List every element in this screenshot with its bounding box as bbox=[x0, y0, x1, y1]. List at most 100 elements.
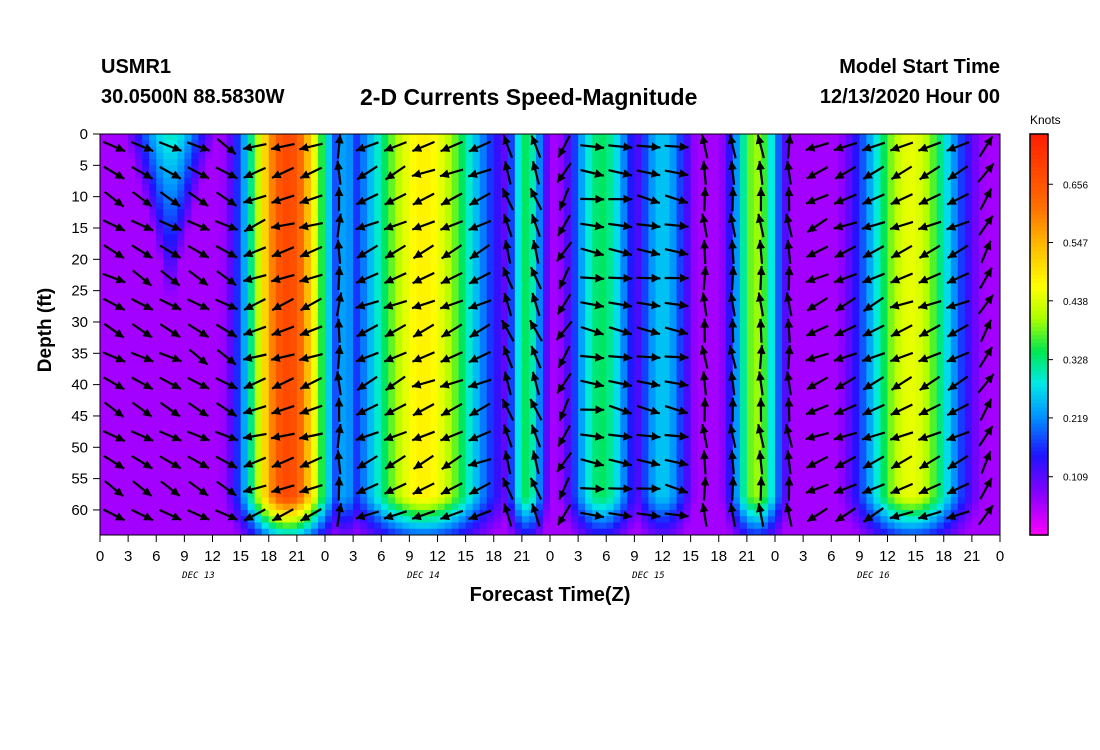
heatmap-cell bbox=[381, 403, 389, 411]
heatmap-cell bbox=[100, 259, 108, 267]
heatmap-cell bbox=[465, 259, 474, 267]
heatmap-cell bbox=[184, 209, 193, 217]
heatmap-cell bbox=[254, 234, 263, 242]
heatmap-cell bbox=[212, 134, 221, 141]
heatmap-cell bbox=[198, 259, 207, 267]
heatmap-cell bbox=[430, 390, 439, 398]
heatmap-cell bbox=[535, 227, 544, 235]
heatmap-cell bbox=[317, 209, 326, 217]
heatmap-cell bbox=[627, 365, 635, 373]
heatmap-cell bbox=[332, 340, 340, 348]
heatmap-cell bbox=[367, 434, 375, 442]
heatmap-cell bbox=[254, 522, 263, 530]
heatmap-cell bbox=[339, 278, 347, 285]
heatmap-cell bbox=[388, 390, 396, 398]
heatmap-cell bbox=[641, 253, 650, 260]
heatmap-cell bbox=[430, 221, 439, 229]
heatmap-cell bbox=[599, 234, 607, 242]
heatmap-cell bbox=[374, 441, 382, 448]
heatmap-cell bbox=[585, 409, 593, 417]
heatmap-cell bbox=[339, 315, 347, 323]
heatmap-cell bbox=[557, 271, 565, 279]
heatmap-cell bbox=[212, 240, 221, 248]
heatmap-cell bbox=[332, 390, 340, 398]
heatmap-cell bbox=[261, 472, 270, 480]
heatmap-cell bbox=[416, 190, 425, 198]
heatmap-cell bbox=[493, 478, 502, 486]
heatmap-cell bbox=[458, 278, 467, 285]
heatmap-cell bbox=[149, 165, 157, 173]
heatmap-cell bbox=[409, 340, 418, 348]
heatmap-cell bbox=[310, 159, 319, 166]
heatmap-cell bbox=[360, 403, 368, 411]
heatmap-cell bbox=[416, 215, 425, 223]
heatmap-cell bbox=[367, 372, 375, 379]
heatmap-cell bbox=[317, 528, 326, 535]
heatmap-cell bbox=[500, 253, 509, 260]
heatmap-cell bbox=[282, 459, 291, 467]
heatmap-cell bbox=[282, 321, 291, 329]
heatmap-cell bbox=[444, 447, 453, 455]
heatmap-cell bbox=[205, 165, 214, 173]
heatmap-cell bbox=[521, 209, 530, 217]
heatmap-cell bbox=[578, 422, 586, 430]
heatmap-cell bbox=[149, 177, 157, 185]
heatmap-cell bbox=[507, 516, 516, 524]
heatmap-cell bbox=[128, 134, 136, 141]
heatmap-cell bbox=[107, 347, 115, 354]
heatmap-cell bbox=[381, 177, 389, 185]
heatmap-cell bbox=[564, 253, 572, 260]
heatmap-cell bbox=[346, 234, 354, 242]
heatmap-cell bbox=[332, 384, 340, 392]
heatmap-cell bbox=[528, 459, 537, 467]
heatmap-cell bbox=[149, 253, 157, 260]
heatmap-cell bbox=[184, 202, 193, 210]
heatmap-cell bbox=[627, 415, 635, 423]
heatmap-cell bbox=[163, 165, 171, 173]
heatmap-cell bbox=[191, 196, 200, 204]
heatmap-cell bbox=[268, 422, 277, 430]
heatmap-cell bbox=[149, 497, 157, 505]
heatmap-cell bbox=[107, 171, 115, 179]
heatmap-cell bbox=[521, 478, 530, 486]
heatmap-cell bbox=[437, 528, 446, 535]
heatmap-cell bbox=[430, 372, 439, 379]
heatmap-cell bbox=[514, 165, 523, 173]
heatmap-cell bbox=[332, 290, 340, 298]
heatmap-cell bbox=[472, 209, 481, 217]
heatmap-cell bbox=[184, 315, 193, 323]
heatmap-cell bbox=[367, 240, 375, 248]
heatmap-cell bbox=[535, 528, 544, 535]
heatmap-cell bbox=[212, 184, 221, 191]
heatmap-cell bbox=[261, 365, 270, 373]
heatmap-cell bbox=[128, 177, 136, 185]
heatmap-cell bbox=[493, 466, 502, 473]
heatmap-cell bbox=[226, 340, 235, 348]
heatmap-cell bbox=[114, 390, 122, 398]
heatmap-cell bbox=[571, 315, 579, 323]
heatmap-cell bbox=[233, 321, 242, 329]
heatmap-cell bbox=[599, 453, 607, 461]
heatmap-cell bbox=[317, 516, 326, 524]
heatmap-cell bbox=[535, 296, 544, 304]
heatmap-cell bbox=[226, 202, 235, 210]
heatmap-cell bbox=[296, 209, 305, 217]
heatmap-cell bbox=[395, 215, 403, 223]
heatmap-cell bbox=[465, 428, 474, 436]
heatmap-cell bbox=[458, 184, 467, 191]
heatmap-cell bbox=[606, 146, 614, 154]
heatmap-cell bbox=[310, 146, 319, 154]
heatmap-cell bbox=[128, 315, 136, 323]
heatmap-cell bbox=[353, 484, 361, 492]
heatmap-cell bbox=[156, 528, 164, 535]
heatmap-cell bbox=[289, 509, 298, 517]
heatmap-cell bbox=[367, 159, 375, 166]
heatmap-cell bbox=[100, 240, 108, 248]
heatmap-cell bbox=[557, 447, 565, 455]
heatmap-cell bbox=[423, 522, 432, 530]
heatmap-cell bbox=[634, 434, 643, 442]
heatmap-cell bbox=[149, 491, 157, 499]
heatmap-cell bbox=[233, 309, 242, 317]
heatmap-cell bbox=[268, 184, 277, 191]
heatmap-cell bbox=[163, 384, 171, 392]
